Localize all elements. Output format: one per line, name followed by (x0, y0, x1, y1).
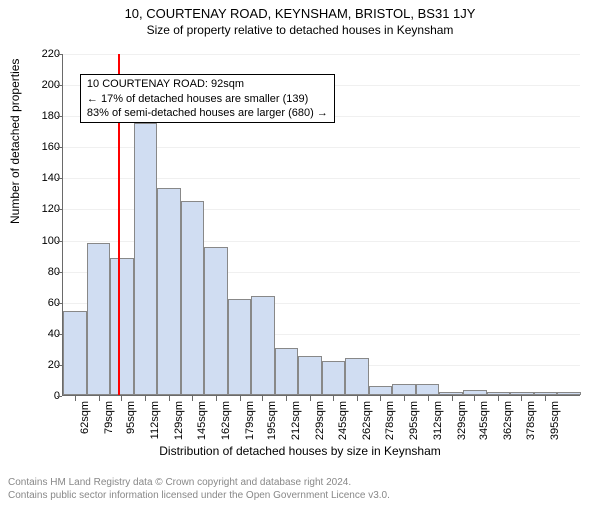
y-tick-label: 60 (24, 297, 60, 309)
y-tick-label: 100 (24, 235, 60, 247)
annotation-line2: ← 17% of detached houses are smaller (13… (87, 92, 328, 106)
x-tick-label: 295sqm (408, 401, 420, 440)
x-tick-mark (404, 396, 405, 401)
x-tick-mark (145, 396, 146, 401)
y-axis-label: Number of detached properties (8, 59, 22, 224)
histogram-bar (87, 243, 111, 395)
histogram-bar (510, 392, 534, 395)
x-tick-mark (333, 396, 334, 401)
histogram-bar (439, 392, 463, 395)
x-tick-mark (521, 396, 522, 401)
x-tick-label: 195sqm (266, 401, 278, 440)
x-tick-label: 378sqm (525, 401, 537, 440)
histogram-bar (275, 348, 299, 395)
x-tick-label: 229sqm (314, 401, 326, 440)
x-tick-mark (428, 396, 429, 401)
x-tick-label: 329sqm (456, 401, 468, 440)
histogram-bar (204, 247, 228, 395)
x-tick-mark (474, 396, 475, 401)
y-tick-label: 0 (24, 390, 60, 402)
x-tick-label: 312sqm (432, 401, 444, 440)
x-tick-mark (169, 396, 170, 401)
x-tick-label: 162sqm (220, 401, 232, 440)
x-tick-label: 245sqm (337, 401, 349, 440)
y-tick-label: 20 (24, 359, 60, 371)
x-tick-mark (262, 396, 263, 401)
x-tick-label: 395sqm (549, 401, 561, 440)
x-tick-label: 362sqm (502, 401, 514, 440)
page-subtitle: Size of property relative to detached ho… (0, 23, 600, 37)
histogram-bar (322, 361, 346, 395)
x-tick-mark (310, 396, 311, 401)
x-tick-label: 112sqm (149, 401, 161, 439)
histogram-bar (557, 392, 581, 395)
histogram-bar (392, 384, 416, 395)
page-title: 10, COURTENAY ROAD, KEYNSHAM, BRISTOL, B… (0, 6, 600, 21)
x-tick-label: 129sqm (173, 401, 185, 440)
histogram-bar (251, 296, 275, 395)
annotation-line3: 83% of semi-detached houses are larger (… (87, 106, 328, 120)
x-tick-mark (357, 396, 358, 401)
x-tick-label: 278sqm (384, 401, 396, 440)
x-tick-label: 79sqm (103, 401, 115, 434)
y-tick-label: 80 (24, 266, 60, 278)
footer-line1: Contains HM Land Registry data © Crown c… (8, 477, 592, 490)
x-tick-mark (286, 396, 287, 401)
y-tick-label: 120 (24, 203, 60, 215)
histogram-bar (157, 188, 181, 395)
x-tick-label: 345sqm (478, 401, 490, 440)
x-tick-label: 62sqm (79, 401, 91, 434)
x-tick-label: 95sqm (125, 401, 137, 434)
histogram-bar (298, 356, 322, 395)
histogram-bar (369, 386, 393, 395)
histogram-bar (345, 358, 369, 395)
x-tick-mark (75, 396, 76, 401)
x-tick-mark (545, 396, 546, 401)
x-tick-label: 212sqm (290, 401, 302, 440)
histogram-bar (228, 299, 252, 395)
histogram-bar (416, 384, 440, 395)
footer-line2: Contains public sector information licen… (8, 490, 592, 503)
x-tick-mark (192, 396, 193, 401)
x-tick-mark (452, 396, 453, 401)
reference-annotation: 10 COURTENAY ROAD: 92sqm ← 17% of detach… (80, 74, 335, 123)
annotation-line1: 10 COURTENAY ROAD: 92sqm (87, 77, 328, 91)
histogram-bar (487, 392, 511, 395)
x-tick-mark (121, 396, 122, 401)
footer-attribution: Contains HM Land Registry data © Crown c… (8, 477, 592, 502)
y-tick-label: 220 (24, 48, 60, 60)
x-tick-mark (240, 396, 241, 401)
gridline (63, 54, 580, 55)
x-tick-label: 262sqm (361, 401, 373, 440)
y-tick-label: 40 (24, 328, 60, 340)
x-tick-mark (498, 396, 499, 401)
x-tick-label: 179sqm (244, 401, 256, 440)
plot-area: 10 COURTENAY ROAD: 92sqm ← 17% of detach… (62, 54, 580, 396)
histogram-bar (110, 258, 134, 395)
x-tick-mark (216, 396, 217, 401)
y-tick-label: 140 (24, 172, 60, 184)
y-tick-mark (57, 396, 62, 397)
histogram-bar (63, 311, 87, 395)
y-tick-label: 200 (24, 79, 60, 91)
histogram-bar (463, 390, 487, 395)
y-tick-label: 160 (24, 141, 60, 153)
y-tick-label: 180 (24, 110, 60, 122)
histogram-bar (534, 392, 558, 395)
x-tick-mark (380, 396, 381, 401)
x-tick-label: 145sqm (196, 401, 208, 440)
histogram-bar (134, 123, 158, 395)
x-axis-label: Distribution of detached houses by size … (0, 444, 600, 458)
x-tick-mark (99, 396, 100, 401)
chart-container: 10, COURTENAY ROAD, KEYNSHAM, BRISTOL, B… (0, 6, 600, 506)
histogram-bar (181, 201, 205, 395)
